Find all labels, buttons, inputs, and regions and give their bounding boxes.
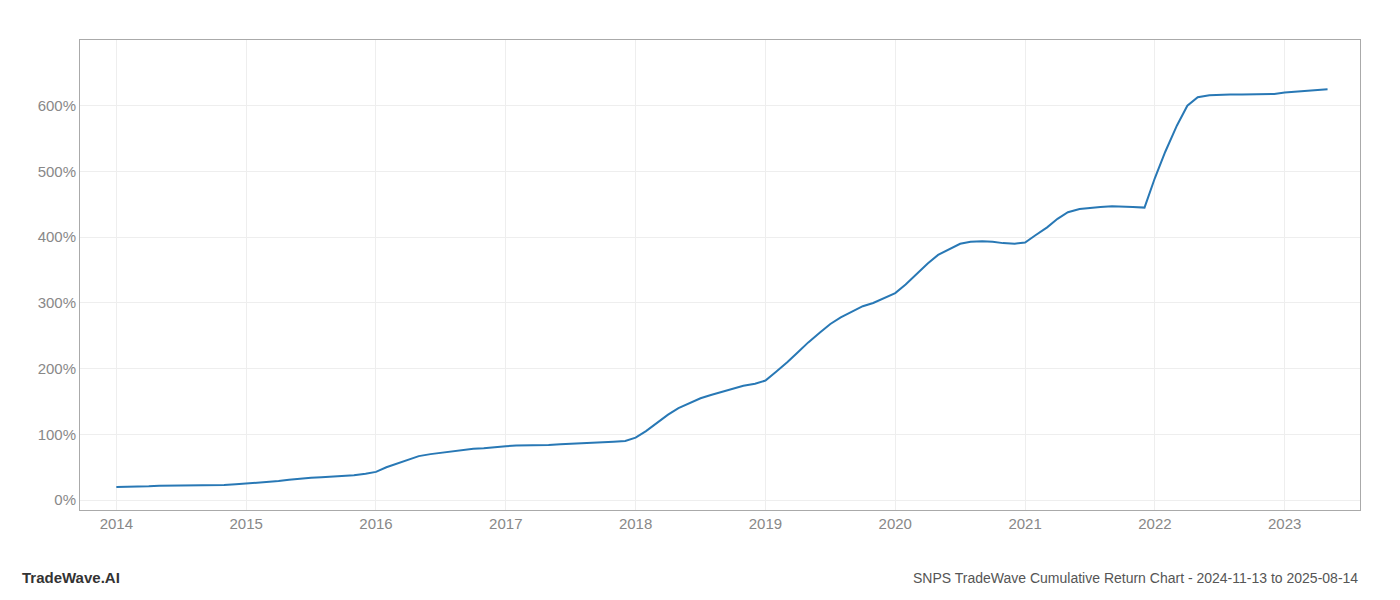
svg-text:2017: 2017 [489, 515, 522, 532]
svg-text:2021: 2021 [1008, 515, 1041, 532]
svg-text:2019: 2019 [749, 515, 782, 532]
svg-text:200%: 200% [38, 360, 76, 377]
svg-text:500%: 500% [38, 163, 76, 180]
svg-text:2020: 2020 [879, 515, 912, 532]
svg-text:2014: 2014 [100, 515, 133, 532]
svg-text:600%: 600% [38, 97, 76, 114]
svg-text:400%: 400% [38, 228, 76, 245]
svg-text:2023: 2023 [1268, 515, 1301, 532]
svg-text:300%: 300% [38, 294, 76, 311]
svg-text:2015: 2015 [229, 515, 262, 532]
svg-text:0%: 0% [54, 491, 76, 508]
svg-text:2016: 2016 [359, 515, 392, 532]
svg-text:SNPS TradeWave Cumulative Retu: SNPS TradeWave Cumulative Return Chart -… [913, 570, 1358, 586]
svg-text:100%: 100% [38, 426, 76, 443]
svg-text:2018: 2018 [619, 515, 652, 532]
svg-text:2022: 2022 [1138, 515, 1171, 532]
svg-text:TradeWave.AI: TradeWave.AI [22, 569, 120, 586]
